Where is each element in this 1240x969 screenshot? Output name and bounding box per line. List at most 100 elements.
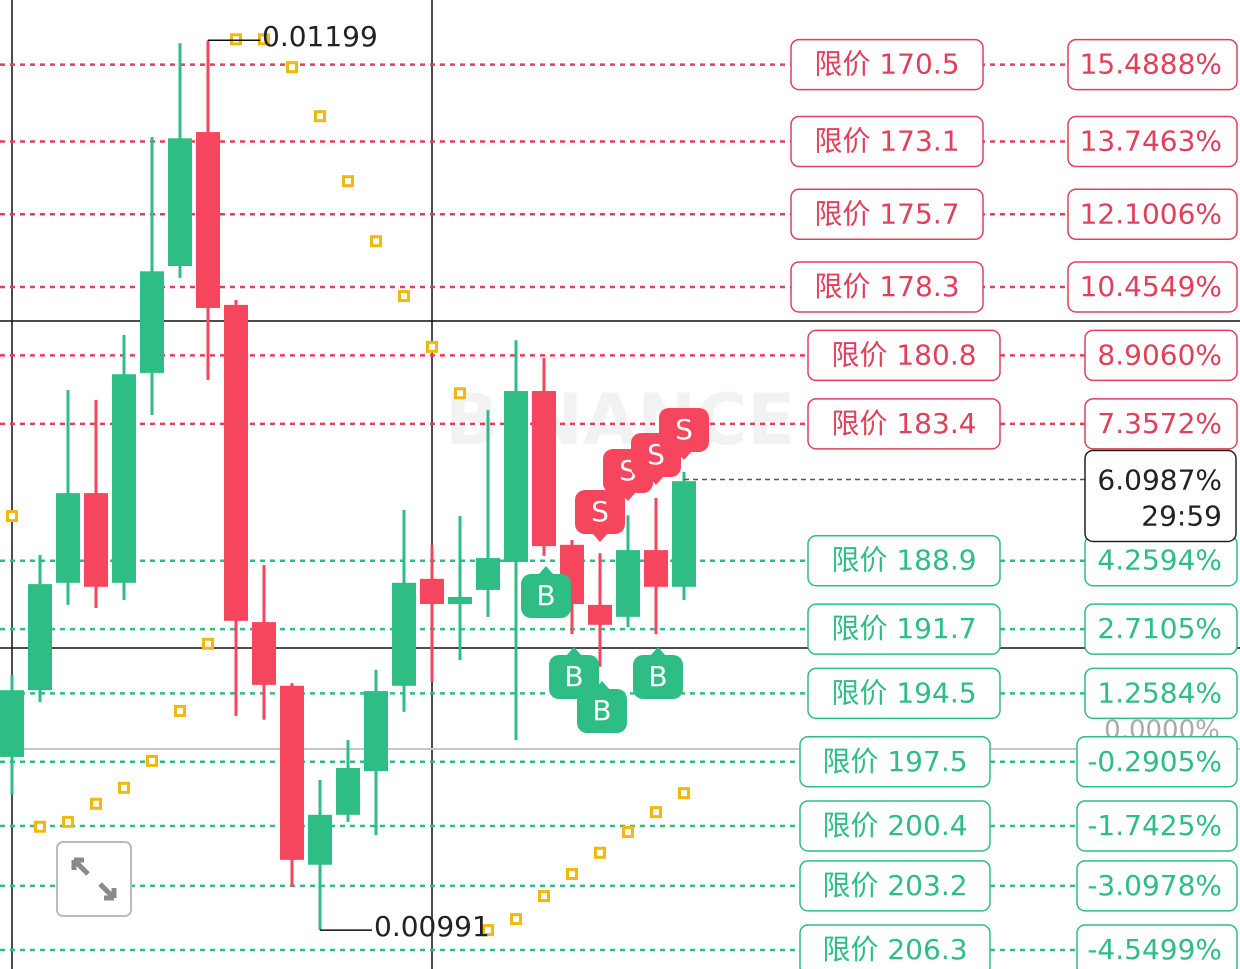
order-percent: 2.7105% [1097, 612, 1222, 645]
order-percent: -3.0978% [1087, 869, 1222, 902]
order-label: 限价 178.3 [814, 270, 959, 303]
sar-dot [678, 787, 690, 800]
trade-marker [549, 655, 599, 699]
sar-dot [34, 820, 46, 833]
watermark: BINANCE [445, 379, 795, 461]
sar-dot [230, 33, 242, 46]
sar-dot [146, 754, 158, 767]
sar-dot [6, 510, 18, 523]
sar-dot [510, 913, 522, 926]
candle-body [56, 493, 80, 583]
order-label: 限价 194.5 [831, 676, 976, 709]
trade-marker [633, 655, 683, 699]
candle-body [616, 550, 640, 617]
order-label: 限价 197.5 [822, 745, 967, 778]
order-label: 限价 180.8 [831, 338, 976, 371]
marker-pointer [676, 451, 692, 460]
sar-dot [118, 781, 130, 794]
order-percent-box [1076, 800, 1238, 852]
order-label-box [807, 398, 1001, 450]
order-label-box [790, 38, 984, 91]
order-percent: 10.4549% [1080, 270, 1222, 303]
order-label: 限价 206.3 [822, 933, 967, 966]
order-percent-box [1067, 38, 1238, 91]
marker-pointer [566, 647, 582, 656]
trade-marker-label: B [648, 660, 667, 693]
order-percent: -1.7425% [1087, 809, 1222, 842]
sar-dot [314, 110, 326, 123]
candle-body [336, 767, 360, 815]
candle-body [196, 132, 220, 308]
order-label: 限价 188.9 [831, 544, 976, 577]
sar-dot [62, 815, 74, 828]
sar-dot [258, 33, 270, 46]
trade-marker-label: S [675, 413, 693, 446]
order-percent: -0.2905% [1087, 745, 1222, 778]
candle-body [448, 596, 472, 605]
order-percent: 1.2584% [1097, 676, 1222, 709]
trade-marker-label: B [536, 579, 555, 612]
trade-marker-label: S [591, 495, 609, 528]
sar-dot [398, 290, 410, 303]
candle-body [252, 622, 276, 685]
order-percent-box [1084, 329, 1238, 382]
marker-pointer [592, 533, 608, 542]
sar-dot [622, 826, 634, 839]
order-percent-box [1067, 188, 1238, 241]
order-label: 限价 170.5 [814, 48, 959, 81]
order-percent-box [1084, 603, 1238, 655]
order-percent-box [1076, 924, 1238, 969]
order-label-box [790, 261, 984, 313]
order-percent-box [1067, 261, 1238, 313]
order-label: 限价 183.4 [831, 407, 976, 440]
order-percent: 4.2594% [1097, 544, 1222, 577]
candle-body [532, 391, 556, 547]
marker-pointer [620, 492, 636, 501]
sar-dot [538, 890, 550, 903]
expand-button-frame[interactable] [56, 841, 132, 917]
sar-dot [426, 340, 438, 353]
trade-marker [521, 574, 571, 618]
low-label: 0.00991 [374, 910, 490, 943]
candle-body [504, 391, 528, 563]
candle-body [0, 690, 24, 757]
candle-body [644, 550, 668, 587]
sar-dot [286, 61, 298, 74]
order-percent: 8.9060% [1097, 338, 1222, 371]
order-label: 限价 203.2 [822, 869, 967, 902]
trade-marker-label: B [564, 660, 583, 693]
marker-pointer [650, 647, 666, 656]
sar-dot [454, 387, 466, 400]
sar-dot [342, 175, 354, 188]
sar-dot [90, 797, 102, 810]
order-label: 限价 200.4 [822, 809, 967, 842]
countdown: 29:59 [1141, 499, 1222, 532]
order-label-box [799, 800, 991, 852]
order-label-box [790, 115, 984, 168]
sar-dot [370, 235, 382, 248]
marker-pointer [594, 681, 610, 690]
order-percent-box [1067, 115, 1238, 168]
current-price-label: 6.0987% [1097, 463, 1222, 496]
order-label-box [807, 603, 1001, 655]
candle-body [588, 604, 612, 625]
marker-pointer [538, 566, 554, 575]
candle-body [224, 304, 248, 621]
order-label-box [807, 534, 1001, 587]
order-label: 限价 173.1 [814, 125, 959, 158]
order-label-box [790, 188, 984, 241]
candle-body [280, 685, 304, 860]
order-percent: 7.3572% [1097, 407, 1222, 440]
order-percent: -4.5499% [1087, 933, 1222, 966]
order-percent-box [1076, 736, 1238, 788]
order-percent: 13.7463% [1080, 125, 1222, 158]
candle-body [28, 584, 52, 691]
expand-icon[interactable] [71, 857, 117, 901]
expand-button[interactable] [56, 841, 132, 917]
candle-body [112, 374, 136, 583]
sar-dot [594, 846, 606, 859]
high-label: 0.01199 [262, 20, 378, 53]
sar-dot [650, 806, 662, 819]
